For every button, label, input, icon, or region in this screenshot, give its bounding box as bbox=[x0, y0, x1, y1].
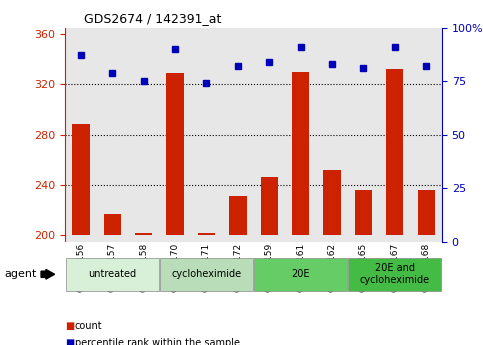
Bar bbox=[167, 73, 184, 235]
Bar bbox=[386, 69, 403, 235]
Bar bbox=[191, 28, 222, 242]
Bar bbox=[316, 28, 348, 242]
Bar bbox=[198, 233, 215, 235]
Bar bbox=[418, 190, 435, 235]
Bar bbox=[135, 233, 152, 235]
Bar bbox=[128, 28, 159, 242]
Bar bbox=[72, 125, 89, 235]
Bar bbox=[229, 196, 246, 235]
FancyBboxPatch shape bbox=[160, 258, 253, 291]
Text: count: count bbox=[75, 321, 102, 331]
Text: agent: agent bbox=[5, 269, 37, 279]
Bar bbox=[292, 72, 309, 235]
Bar bbox=[411, 28, 442, 242]
Bar bbox=[254, 28, 285, 242]
Bar bbox=[97, 28, 128, 242]
Bar bbox=[159, 28, 191, 242]
Text: cycloheximide: cycloheximide bbox=[171, 269, 242, 279]
Bar bbox=[65, 28, 97, 242]
FancyBboxPatch shape bbox=[254, 258, 347, 291]
Bar bbox=[355, 190, 372, 235]
Text: GDS2674 / 142391_at: GDS2674 / 142391_at bbox=[84, 12, 221, 25]
Text: percentile rank within the sample: percentile rank within the sample bbox=[75, 338, 240, 345]
Bar bbox=[285, 28, 316, 242]
Text: 20E and
cycloheximide: 20E and cycloheximide bbox=[360, 264, 430, 285]
FancyBboxPatch shape bbox=[66, 258, 159, 291]
Bar bbox=[348, 28, 379, 242]
FancyBboxPatch shape bbox=[348, 258, 441, 291]
Text: untreated: untreated bbox=[88, 269, 136, 279]
Text: ■: ■ bbox=[65, 338, 74, 345]
Bar bbox=[324, 170, 341, 235]
Bar bbox=[379, 28, 411, 242]
Bar bbox=[104, 214, 121, 235]
Bar bbox=[222, 28, 254, 242]
Text: 20E: 20E bbox=[291, 269, 310, 279]
Bar bbox=[261, 177, 278, 235]
Text: ■: ■ bbox=[65, 321, 74, 331]
